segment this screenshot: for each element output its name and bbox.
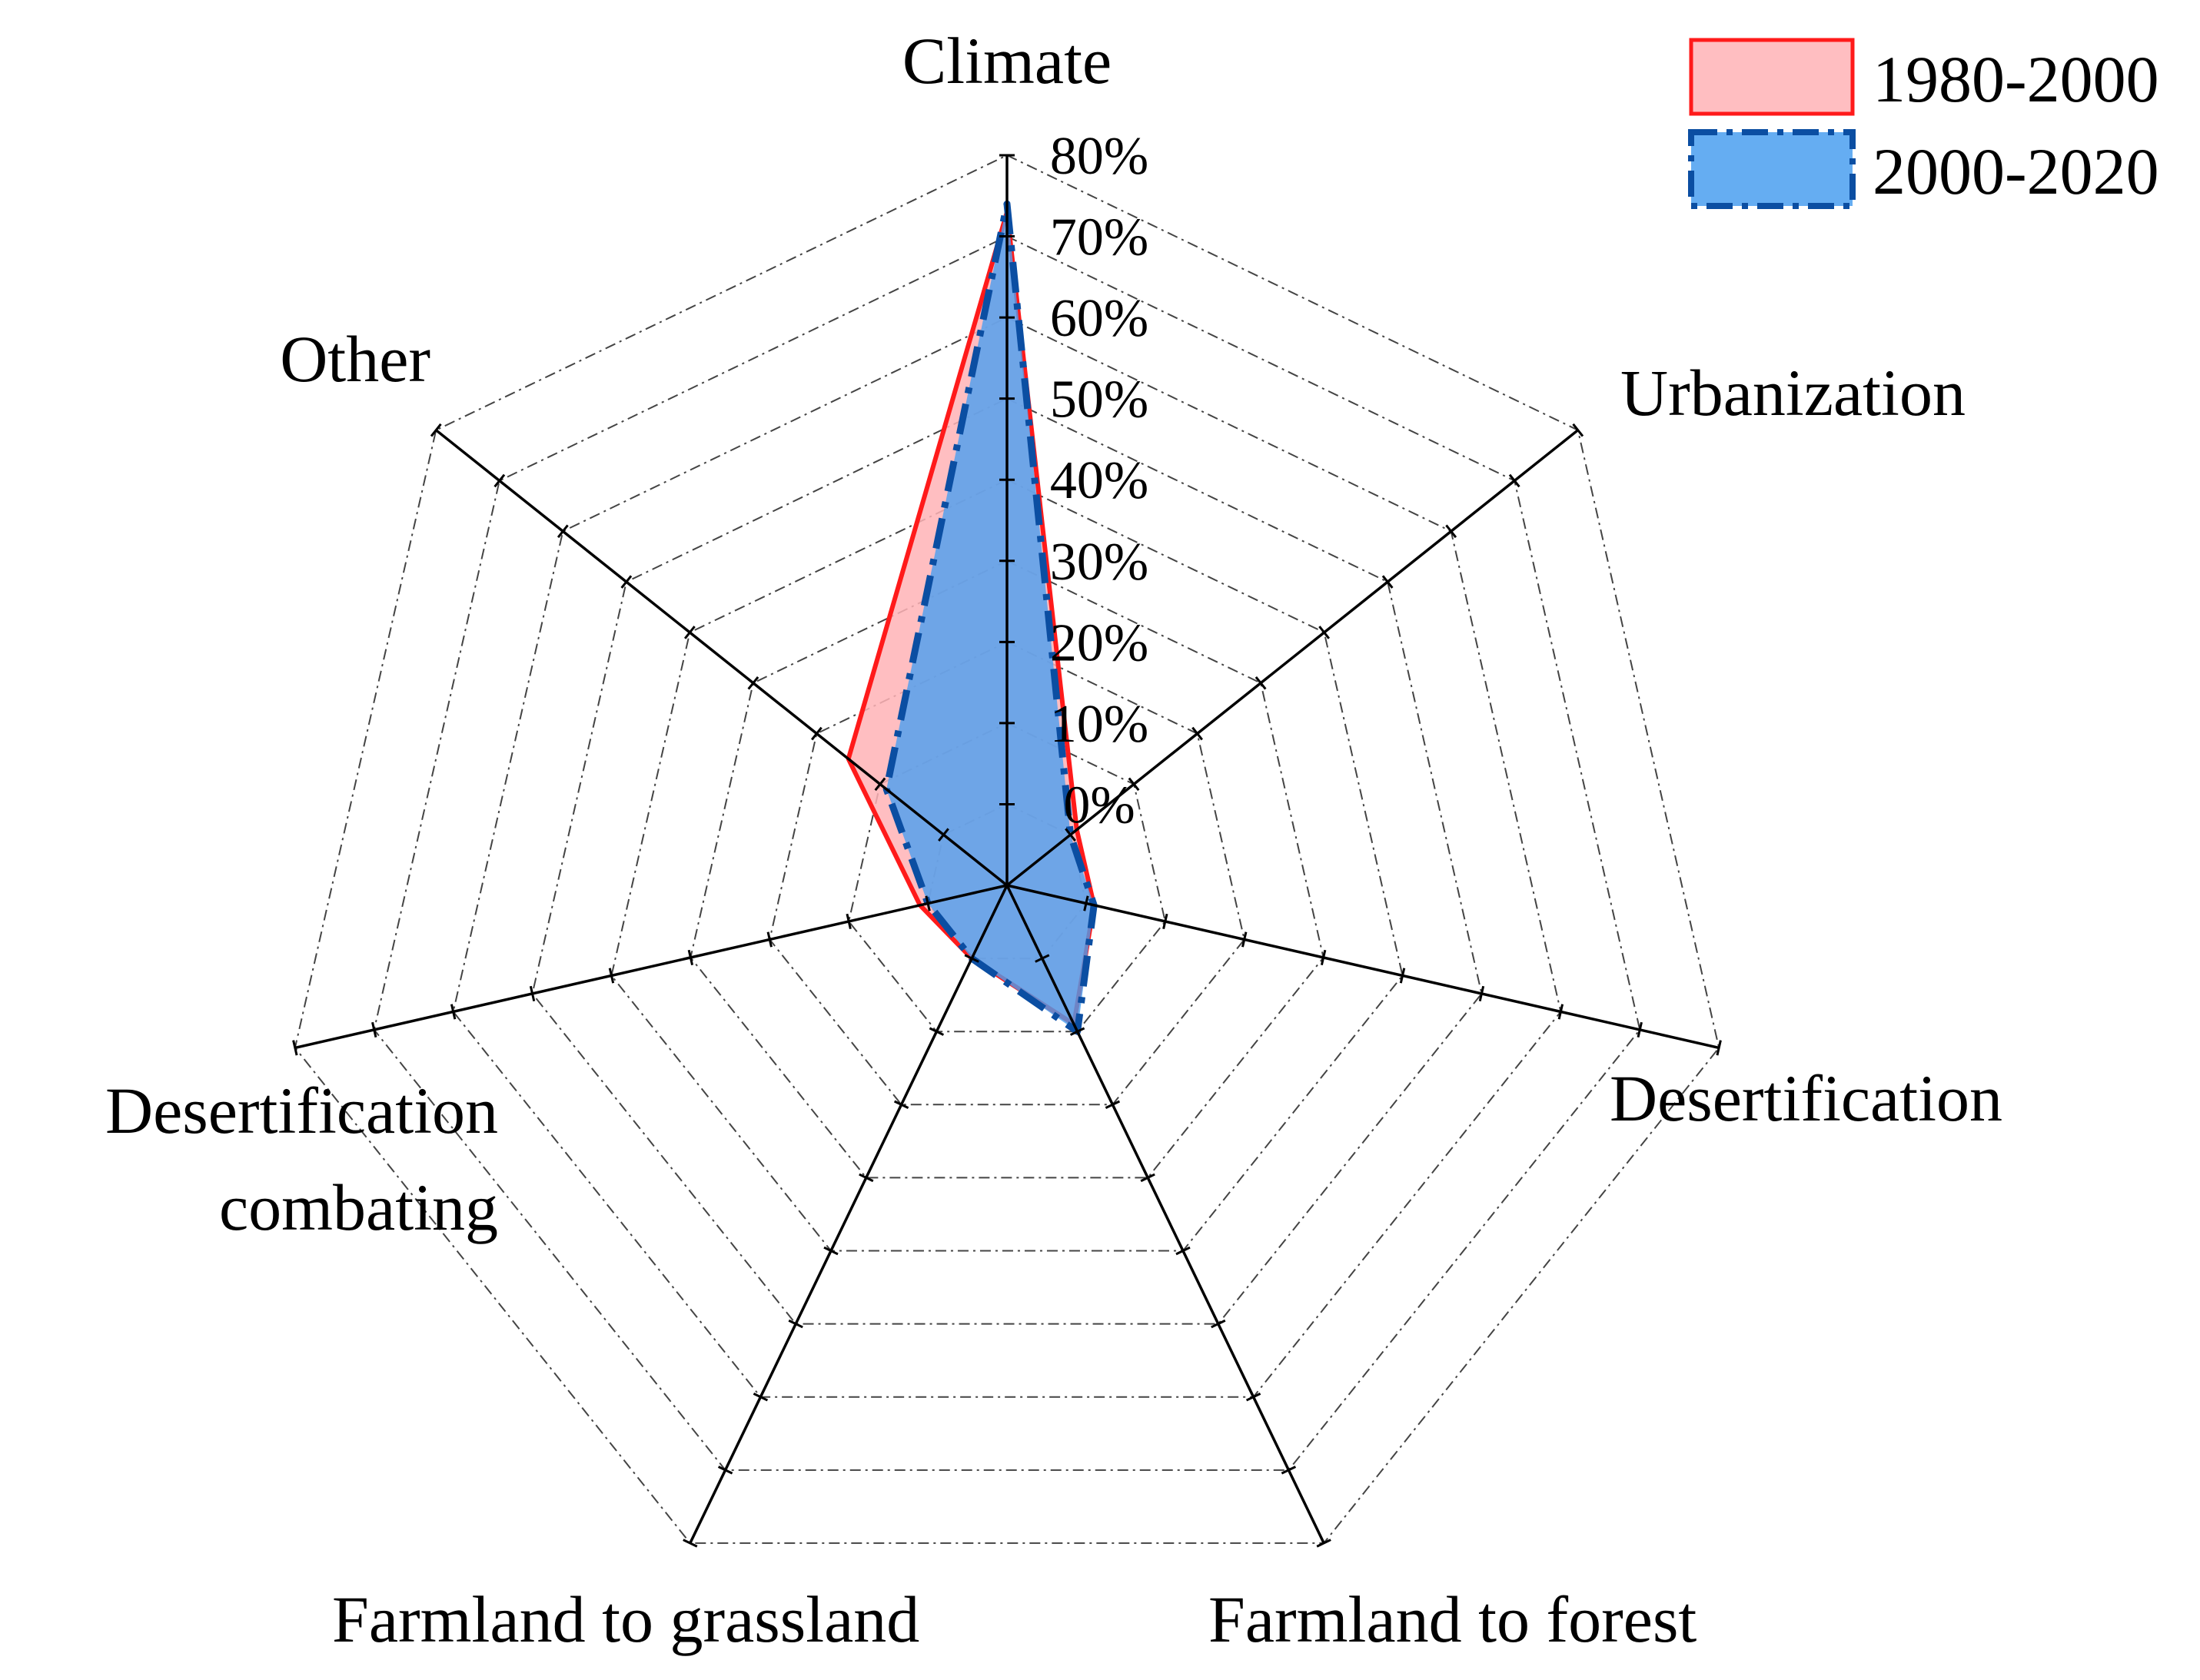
axis-label-2: Desertification <box>1610 1061 2002 1135</box>
axis-tick <box>747 676 759 690</box>
axis-spoke-1 <box>1005 429 1579 887</box>
axis-tick <box>1245 1393 1261 1402</box>
axis-tick <box>557 524 569 539</box>
axis-tick <box>925 895 931 911</box>
axis-tick <box>823 1246 839 1256</box>
axis-tick <box>846 913 852 930</box>
axis-label-0: Climate <box>902 24 1112 98</box>
axis-tick <box>494 473 506 488</box>
axis-tick <box>529 985 536 1002</box>
axis-tick <box>1105 1100 1121 1109</box>
axis-tick <box>1255 676 1267 690</box>
tick-label: 80% <box>1050 127 1148 186</box>
axis-tick <box>292 1040 298 1056</box>
axis-tick <box>964 954 979 963</box>
axis-tick <box>1399 968 1406 984</box>
axis-tick <box>1316 1539 1331 1548</box>
legend-label-1980-2000: 1980-2000 <box>1873 42 2159 116</box>
axis-tick <box>1069 1027 1085 1036</box>
axis-tick <box>1508 473 1520 488</box>
axis-tick <box>717 1466 733 1475</box>
axis-tick <box>938 828 949 842</box>
axis-tick <box>1128 777 1140 792</box>
tick-label: 10% <box>1050 695 1148 754</box>
tick-label: 50% <box>1050 370 1148 430</box>
tick-label: 20% <box>1050 613 1148 672</box>
grid-ring <box>610 479 1404 1252</box>
axis-tick <box>1716 1040 1722 1056</box>
axis-tick <box>1637 1021 1643 1038</box>
axis-label-4: Farmland to grassland <box>332 1582 919 1656</box>
legend-label-2000-2020: 2000-2020 <box>1873 134 2159 208</box>
axis-label-layer: Climate Urbanization Desertification Farmla… <box>105 24 2002 1656</box>
axis-spoke-6 <box>435 429 1009 887</box>
axis-tick <box>1445 524 1457 539</box>
axis-tick <box>1557 1004 1564 1020</box>
grid-ring <box>769 641 1245 1106</box>
tick-label-layer: 0% 10% 20% 30% 40% 50% 60% 70% 80% <box>1050 127 1148 835</box>
axis-tick <box>620 575 633 589</box>
tick-label: 40% <box>1050 451 1148 510</box>
axis-tick <box>929 1027 945 1036</box>
axis-tick <box>893 1100 909 1109</box>
axis-tick <box>687 949 694 966</box>
axis-tick <box>1083 895 1089 911</box>
axis-tick <box>371 1021 377 1038</box>
axis-spoke-4 <box>689 885 1009 1544</box>
axis-tick <box>1211 1319 1226 1329</box>
axis-tick <box>1162 913 1168 930</box>
axis-tick <box>683 1539 698 1548</box>
grid-ring <box>848 722 1166 1033</box>
tick-label: 60% <box>1050 289 1148 348</box>
axis-tick <box>450 1004 457 1020</box>
grid-layer <box>294 154 1720 1544</box>
axis-tick <box>1191 726 1203 741</box>
grid-ring <box>294 154 1720 1544</box>
axis-tick <box>766 931 773 948</box>
tick-label: 30% <box>1050 533 1148 592</box>
axis-tick <box>1241 931 1248 948</box>
axis-tick <box>1381 575 1394 589</box>
axis-tick <box>1320 949 1327 966</box>
spoke-layer <box>292 154 1722 1548</box>
axis-spoke-5 <box>294 884 1008 1050</box>
grid-ring <box>373 235 1641 1471</box>
axis-label-5: Desertification combating <box>105 1074 498 1244</box>
legend: 1980-2000 2000-2020 <box>1688 38 2159 209</box>
axis-tick <box>859 1173 874 1183</box>
legend-swatch-1980-2000 <box>1689 38 1855 116</box>
axis-tick <box>753 1393 769 1402</box>
axis-tick <box>874 777 886 792</box>
grid-ring <box>452 317 1562 1398</box>
axis-tick <box>1035 954 1050 963</box>
series-layer <box>846 200 1098 1035</box>
axis-tick <box>1140 1173 1155 1183</box>
legend-swatch-2000-2020 <box>1688 129 1856 209</box>
axis-label-1: Urbanization <box>1620 356 1966 430</box>
axis-tick <box>1318 626 1331 639</box>
axis-spoke-3 <box>1005 885 1325 1544</box>
axis-tick <box>1175 1246 1191 1256</box>
axis-tick <box>430 423 442 437</box>
series-2000-2020-area <box>882 200 1098 1035</box>
grid-ring <box>690 559 1324 1179</box>
axis-tick <box>1281 1466 1297 1475</box>
tick-label: 0% <box>1063 775 1135 835</box>
axis-tick <box>683 626 696 639</box>
axis-tick <box>608 968 615 984</box>
axis-tick <box>1572 423 1584 437</box>
axis-tick <box>788 1319 803 1329</box>
axis-tick <box>1065 828 1076 842</box>
grid-ring <box>531 397 1483 1325</box>
axis-label-3: Farmland to forest <box>1208 1582 1697 1656</box>
axis-tick <box>1478 985 1485 1002</box>
axis-tick <box>811 726 823 741</box>
axis-spoke-2 <box>1006 884 1720 1050</box>
axis-label-6: Other <box>280 322 430 396</box>
tick-label: 70% <box>1050 208 1148 267</box>
